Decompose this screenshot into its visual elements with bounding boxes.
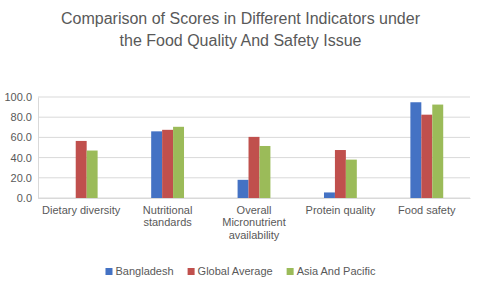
tick: OverallMicronutrientavailability bbox=[222, 198, 286, 241]
bars bbox=[76, 102, 443, 198]
title: Comparison of Scores in Different Indica… bbox=[61, 10, 421, 49]
tick: Protein quality bbox=[306, 198, 376, 216]
bar bbox=[151, 131, 162, 198]
bar bbox=[324, 192, 335, 198]
tick-label: 100.0 bbox=[4, 91, 32, 103]
series bbox=[87, 105, 444, 198]
tick: 100.0 bbox=[4, 91, 38, 103]
text-line: Overall bbox=[237, 204, 272, 216]
text-line: Comparison of Scores in Different Indica… bbox=[61, 10, 421, 27]
legend-item: Global Average bbox=[188, 265, 273, 277]
axis-line bbox=[39, 198, 471, 199]
text-line: the Food Quality And Safety Issue bbox=[120, 32, 362, 49]
bar bbox=[421, 115, 432, 198]
bar bbox=[432, 105, 443, 198]
tick-label: Food safety bbox=[398, 204, 456, 216]
y-axis: 0.0 20.0 40.0 60.0 80.0 100.0 bbox=[4, 91, 38, 204]
tick-label: OverallMicronutrientavailability bbox=[222, 204, 286, 241]
legend: Bangladesh Global Average Asia And Pacific bbox=[105, 265, 376, 277]
series bbox=[151, 102, 421, 198]
bar bbox=[410, 102, 421, 198]
axis-line bbox=[38, 98, 39, 199]
tick: Food safety bbox=[398, 198, 456, 216]
tick: 20.0 bbox=[11, 172, 38, 184]
tick-label: 40.0 bbox=[11, 152, 32, 164]
legend-swatch bbox=[287, 268, 294, 275]
tick: 80.0 bbox=[11, 111, 38, 123]
tick-label: 20.0 bbox=[11, 172, 32, 184]
legend-item: Bangladesh bbox=[105, 265, 173, 277]
legend-label: Global Average bbox=[198, 265, 273, 277]
bar bbox=[87, 151, 98, 198]
text-line: Dietary diversity bbox=[42, 204, 121, 216]
legend-label: Bangladesh bbox=[115, 265, 173, 277]
legend-item: Asia And Pacific bbox=[287, 265, 376, 277]
text-line: Nutritional bbox=[143, 204, 193, 216]
text-line: availability bbox=[229, 229, 280, 241]
x-axis: Dietary diversity Nutritionalstandards Ove… bbox=[39, 198, 471, 241]
bar bbox=[249, 137, 260, 198]
bar bbox=[173, 127, 184, 198]
tick-label: Dietary diversity bbox=[42, 204, 121, 216]
tick: Dietary diversity bbox=[42, 198, 121, 216]
tick: 40.0 bbox=[11, 152, 38, 164]
legend-swatch bbox=[105, 268, 112, 275]
bar bbox=[238, 180, 249, 198]
text-line: Protein quality bbox=[306, 204, 376, 216]
chart: Comparison of Scores in Different Indica… bbox=[0, 0, 481, 289]
bar bbox=[259, 146, 270, 198]
tick-label: Protein quality bbox=[306, 204, 376, 216]
grid bbox=[38, 97, 470, 198]
tick-label: 0.0 bbox=[17, 192, 32, 204]
bar bbox=[346, 160, 357, 198]
tick: Nutritionalstandards bbox=[143, 198, 193, 228]
grid-line bbox=[38, 117, 470, 118]
text-line: Micronutrient bbox=[222, 216, 286, 228]
text-line: standards bbox=[143, 216, 192, 228]
text-line: Food safety bbox=[398, 204, 456, 216]
series bbox=[76, 115, 433, 198]
tick-label: Nutritionalstandards bbox=[143, 204, 193, 229]
tick: 60.0 bbox=[11, 131, 38, 143]
legend-swatch bbox=[188, 268, 195, 275]
bar bbox=[162, 130, 173, 198]
grid-line bbox=[38, 97, 470, 98]
bar bbox=[335, 150, 346, 198]
tick: 0.0 bbox=[17, 192, 38, 204]
tick-label: 80.0 bbox=[11, 111, 32, 123]
legend-label: Asia And Pacific bbox=[297, 265, 376, 277]
bar bbox=[76, 141, 87, 198]
tick-label: 60.0 bbox=[11, 131, 32, 143]
